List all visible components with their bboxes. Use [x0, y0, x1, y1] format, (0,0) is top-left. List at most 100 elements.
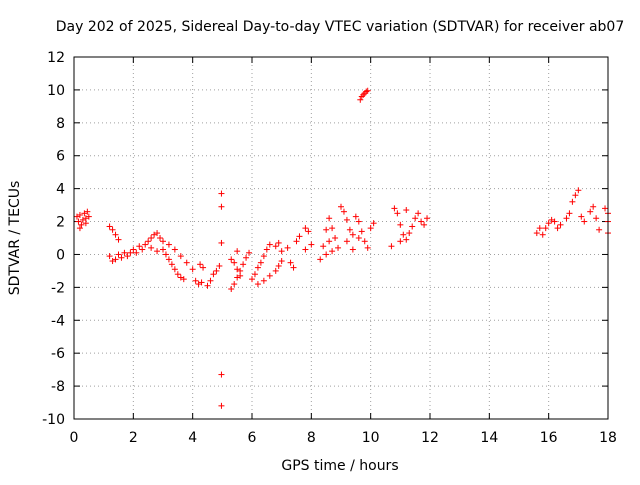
data-point — [249, 276, 255, 283]
data-point — [218, 402, 225, 409]
data-point — [189, 266, 196, 273]
data-point — [581, 218, 588, 225]
y-tick-label: 0 — [56, 247, 65, 263]
data-point — [118, 254, 125, 261]
data-point — [168, 261, 175, 268]
data-point — [551, 218, 558, 225]
data-point — [177, 253, 184, 260]
data-point — [84, 208, 91, 215]
data-point — [406, 230, 413, 237]
data-point — [180, 276, 187, 283]
data-point — [326, 238, 333, 245]
data-point — [231, 259, 238, 266]
data-point — [554, 225, 561, 232]
data-point — [329, 225, 336, 232]
data-point — [75, 218, 82, 225]
data-point — [266, 272, 273, 279]
x-tick-label: 4 — [188, 430, 197, 446]
y-tick-label: -8 — [51, 379, 65, 395]
data-point — [557, 221, 564, 228]
data-point — [157, 235, 164, 241]
data-point — [545, 220, 552, 227]
data-point — [358, 228, 365, 235]
y-tick-label: 2 — [56, 215, 65, 231]
data-point — [234, 248, 241, 255]
data-point — [154, 230, 161, 237]
data-point — [403, 207, 410, 214]
x-tick-label: 6 — [248, 430, 257, 446]
data-point — [400, 231, 407, 238]
data-point — [338, 203, 344, 210]
data-point — [218, 371, 225, 378]
data-point — [246, 249, 253, 256]
axis-ticks: 0 2 4 6 8 10 12 14 16 18 -10 -8 -6 -4 -2 0 2 4 6 8 10 12 — [42, 50, 617, 446]
data-point — [317, 256, 324, 263]
data-point — [323, 226, 330, 233]
x-tick-label: 10 — [362, 430, 380, 446]
chart-title: Day 202 of 2025, Sidereal Day-to-day VTE… — [56, 19, 625, 35]
y-axis-label: SDTVAR / TECUs — [7, 181, 23, 296]
y-tick-label: 12 — [47, 50, 65, 66]
y-tick-label: -4 — [51, 313, 65, 329]
data-point — [254, 281, 261, 288]
data-point — [539, 231, 546, 238]
data-point — [198, 279, 205, 286]
data-point — [290, 264, 297, 271]
data-point — [106, 223, 113, 230]
data-point — [320, 243, 327, 250]
data-point — [207, 277, 214, 284]
data-point — [260, 277, 267, 284]
data-point — [284, 244, 291, 251]
y-tick-label: 4 — [56, 182, 65, 198]
data-point — [165, 256, 172, 263]
data-point — [364, 87, 371, 94]
data-point — [302, 246, 309, 253]
data-point — [323, 251, 330, 258]
data-point — [391, 205, 398, 212]
data-point — [162, 251, 169, 258]
data-point — [251, 271, 258, 278]
x-tick-label: 8 — [307, 430, 316, 446]
x-tick-label: 0 — [70, 430, 79, 446]
data-point — [415, 210, 422, 217]
data-point — [139, 246, 146, 253]
data-point — [171, 246, 178, 253]
y-tick-label: -10 — [42, 412, 65, 428]
data-point — [183, 259, 190, 266]
data-point — [171, 266, 178, 273]
data-point — [563, 215, 570, 222]
data-point — [367, 225, 374, 232]
x-tick-label: 12 — [421, 430, 439, 446]
y-tick-label: 8 — [56, 116, 65, 132]
x-tick-label: 2 — [129, 430, 138, 446]
data-point — [200, 264, 207, 271]
data-point — [76, 225, 83, 232]
data-point — [78, 221, 85, 228]
data-point — [133, 249, 140, 256]
data-point — [218, 239, 225, 246]
x-axis-label: GPS time / hours — [281, 458, 398, 474]
data-point — [115, 236, 122, 243]
data-point — [121, 249, 128, 256]
data-point — [218, 190, 225, 197]
data-point — [204, 282, 211, 289]
data-point — [257, 259, 264, 266]
data-point — [596, 226, 603, 233]
data-point — [243, 254, 250, 261]
data-point — [115, 251, 122, 258]
data-point — [136, 243, 143, 250]
data-point — [109, 226, 116, 233]
y-tick-label: -6 — [51, 346, 65, 362]
data-point — [575, 187, 582, 194]
data-point — [572, 192, 579, 199]
data-point — [352, 213, 359, 220]
data-point — [397, 221, 404, 228]
data-point — [308, 241, 315, 248]
data-point — [263, 246, 270, 253]
data-point — [112, 231, 119, 238]
data-point — [272, 243, 279, 250]
data-point — [296, 233, 303, 240]
data-point — [197, 261, 204, 268]
